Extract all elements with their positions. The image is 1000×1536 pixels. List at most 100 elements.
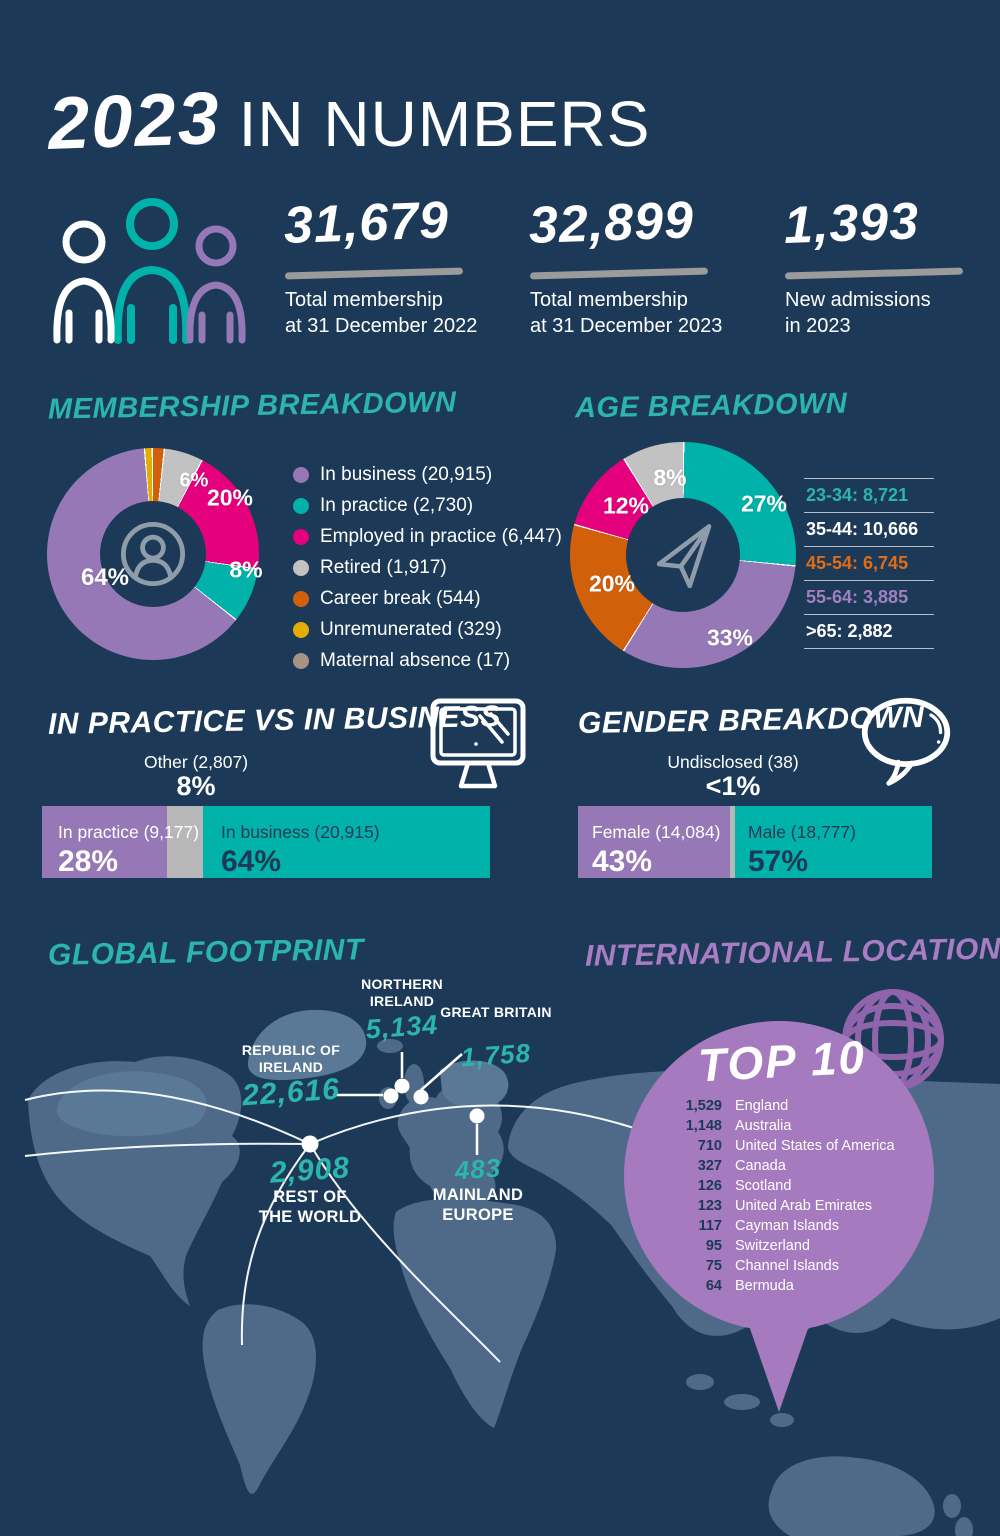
pct-retired: 6% xyxy=(179,469,209,492)
pointer-lines xyxy=(333,1052,479,1155)
pct-45-54: 20% xyxy=(588,570,636,597)
top10-value: 1,148 xyxy=(685,1118,722,1134)
map-label-rest-of-world: REST OF THE WORLD xyxy=(258,1188,362,1226)
taupe-dot-icon xyxy=(293,652,309,669)
people-group-icon xyxy=(53,198,246,344)
legend-label: Unremunerated (329) xyxy=(320,618,502,640)
top10-value: 327 xyxy=(697,1158,722,1174)
top10-row-england: 1,529 England xyxy=(640,1096,930,1116)
purple-dot-icon xyxy=(293,466,309,483)
title-year: 2023 xyxy=(46,76,223,165)
age-legend: 23-34: 8,721 35-44: 10,666 45-54: 6,745 … xyxy=(804,478,934,649)
other-note-label: Other (2,807) xyxy=(143,752,249,772)
top10-row-switzerland: 95 Switzerland xyxy=(640,1236,930,1256)
bar-segment xyxy=(203,806,490,878)
map-label-mainland-europe: MAINLAND EUROPE xyxy=(432,1186,524,1224)
top10-bubble xyxy=(624,1021,934,1412)
legend-label: In practice (2,730) xyxy=(320,494,474,516)
top10-row-scotland: 126 Scotland xyxy=(640,1176,930,1196)
magenta-dot-icon xyxy=(293,528,309,545)
stat-underline xyxy=(784,267,964,280)
top10-row-uae: 123 United Arab Emirates xyxy=(640,1196,930,1216)
bar-label-pct: 43% xyxy=(592,845,653,879)
legend-label: In business (20,915) xyxy=(320,463,493,485)
stat-label-line2: at 31 December 2022 xyxy=(285,315,478,337)
membership-breakdown-title: MEMBERSHIP BREAKDOWN xyxy=(47,386,457,426)
legend-label: Career break (544) xyxy=(320,587,481,609)
stat-label: Total membership at 31 December 2023 xyxy=(530,287,765,339)
stat-underline xyxy=(284,267,464,280)
undisclosed-note-label: Undisclosed (38) xyxy=(667,752,799,772)
top10-list: 1,529 England 1,148 Australia 710 United… xyxy=(640,1096,930,1296)
bar-label-pct: 57% xyxy=(748,845,809,879)
person-icon xyxy=(121,522,185,586)
stat-label-line2: at 31 December 2023 xyxy=(530,315,723,337)
top10-row-canada: 327 Canada xyxy=(640,1156,930,1176)
age-row-over-65: >65: 2,882 xyxy=(804,614,934,649)
donut-hole xyxy=(626,498,740,612)
bar-label-pct: 64% xyxy=(221,845,282,879)
monitor-icon xyxy=(430,698,526,789)
top10-name: Australia xyxy=(735,1118,792,1134)
speech-bubble-icon xyxy=(861,697,951,786)
top10-name: United States of America xyxy=(735,1138,895,1154)
pct-35-44: 33% xyxy=(706,624,754,651)
bar-segment xyxy=(734,806,932,878)
stat-label-line1: Total membership xyxy=(285,289,443,311)
donut-hole xyxy=(100,501,206,607)
top10-row-usa: 710 United States of America xyxy=(640,1136,930,1156)
top10-name: Scotland xyxy=(735,1178,792,1194)
pct-in-business: 64% xyxy=(80,564,130,591)
bar-label-in-practice: In practice (9,177) 28% xyxy=(58,822,199,880)
legend-label: Employed in practice (6,447) xyxy=(320,525,562,547)
age-row-45-54: 45-54: 6,745 xyxy=(804,546,934,580)
top10-row-australia: 1,148 Australia xyxy=(640,1116,930,1136)
legend-item-career-break: Career break (544) xyxy=(293,583,562,614)
legend-item-employed-in-practice: Employed in practice (6,447) xyxy=(293,521,562,552)
membership-donut-chart: 64% 8% 20% 6% xyxy=(47,448,263,660)
top10-value: 126 xyxy=(697,1178,722,1194)
gender-bar xyxy=(578,806,932,878)
flight-arcs xyxy=(24,1089,635,1363)
stat-label-line1: New admissions xyxy=(785,289,931,311)
bar-label-text: In business (20,915) xyxy=(221,822,380,842)
grey-dot-icon xyxy=(293,559,309,576)
top10-name: Channel Islands xyxy=(735,1258,839,1274)
page-title: 2023 IN NUMBERS xyxy=(46,76,650,165)
bar-label-text: Male (18,777) xyxy=(748,822,856,842)
age-row-55-64: 55-64: 3,885 xyxy=(804,580,934,614)
other-note-pct: 8% xyxy=(176,771,216,801)
bar-segment xyxy=(578,806,731,878)
legend-item-unremunerated: Unremunerated (329) xyxy=(293,614,562,645)
bar-segment xyxy=(730,806,735,878)
legend-item-maternal-absence: Maternal absence (17) xyxy=(293,645,562,676)
top10-name: England xyxy=(735,1098,789,1114)
age-row-35-44: 35-44: 10,666 xyxy=(804,512,934,546)
top10-name: Switzerland xyxy=(735,1238,810,1254)
bar-label-text: In practice (9,177) xyxy=(58,822,200,842)
legend-label: Maternal absence (17) xyxy=(320,649,511,671)
stat-membership-2023: 32,899 Total membership at 31 December 2… xyxy=(528,191,765,339)
bar-segment xyxy=(42,806,168,878)
top10-row-bermuda: 64 Bermuda xyxy=(640,1276,930,1296)
stat-value: 31,679 xyxy=(282,191,450,256)
bar-label-male: Male (18,777) 57% xyxy=(748,822,856,880)
stat-membership-2022: 31,679 Total membership at 31 December 2… xyxy=(283,191,520,339)
stat-label: New admissions in 2023 xyxy=(785,287,1000,339)
legend-item-in-business: In business (20,915) xyxy=(293,459,562,490)
stat-value: 32,899 xyxy=(527,191,695,256)
top10-value: 1,529 xyxy=(685,1098,722,1114)
map-label-republic-of-ireland: REPUBLIC OF IRELAND xyxy=(241,1042,341,1075)
top10-row-cayman-islands: 117 Cayman Islands xyxy=(640,1216,930,1236)
age-row-23-34: 23-34: 8,721 xyxy=(804,478,934,512)
top10-row-channel-islands: 75 Channel Islands xyxy=(640,1256,930,1276)
legend-item-in-practice: In practice (2,730) xyxy=(293,490,562,521)
stat-value: 1,393 xyxy=(782,192,921,256)
yellow-dot-icon xyxy=(293,621,309,638)
pct-in-practice: 8% xyxy=(229,556,263,583)
bar-label-text: Female (14,084) xyxy=(592,822,721,842)
teal-dot-icon xyxy=(293,497,309,514)
bar-label-pct: 28% xyxy=(58,845,119,879)
pct-23-34: 27% xyxy=(740,490,788,517)
